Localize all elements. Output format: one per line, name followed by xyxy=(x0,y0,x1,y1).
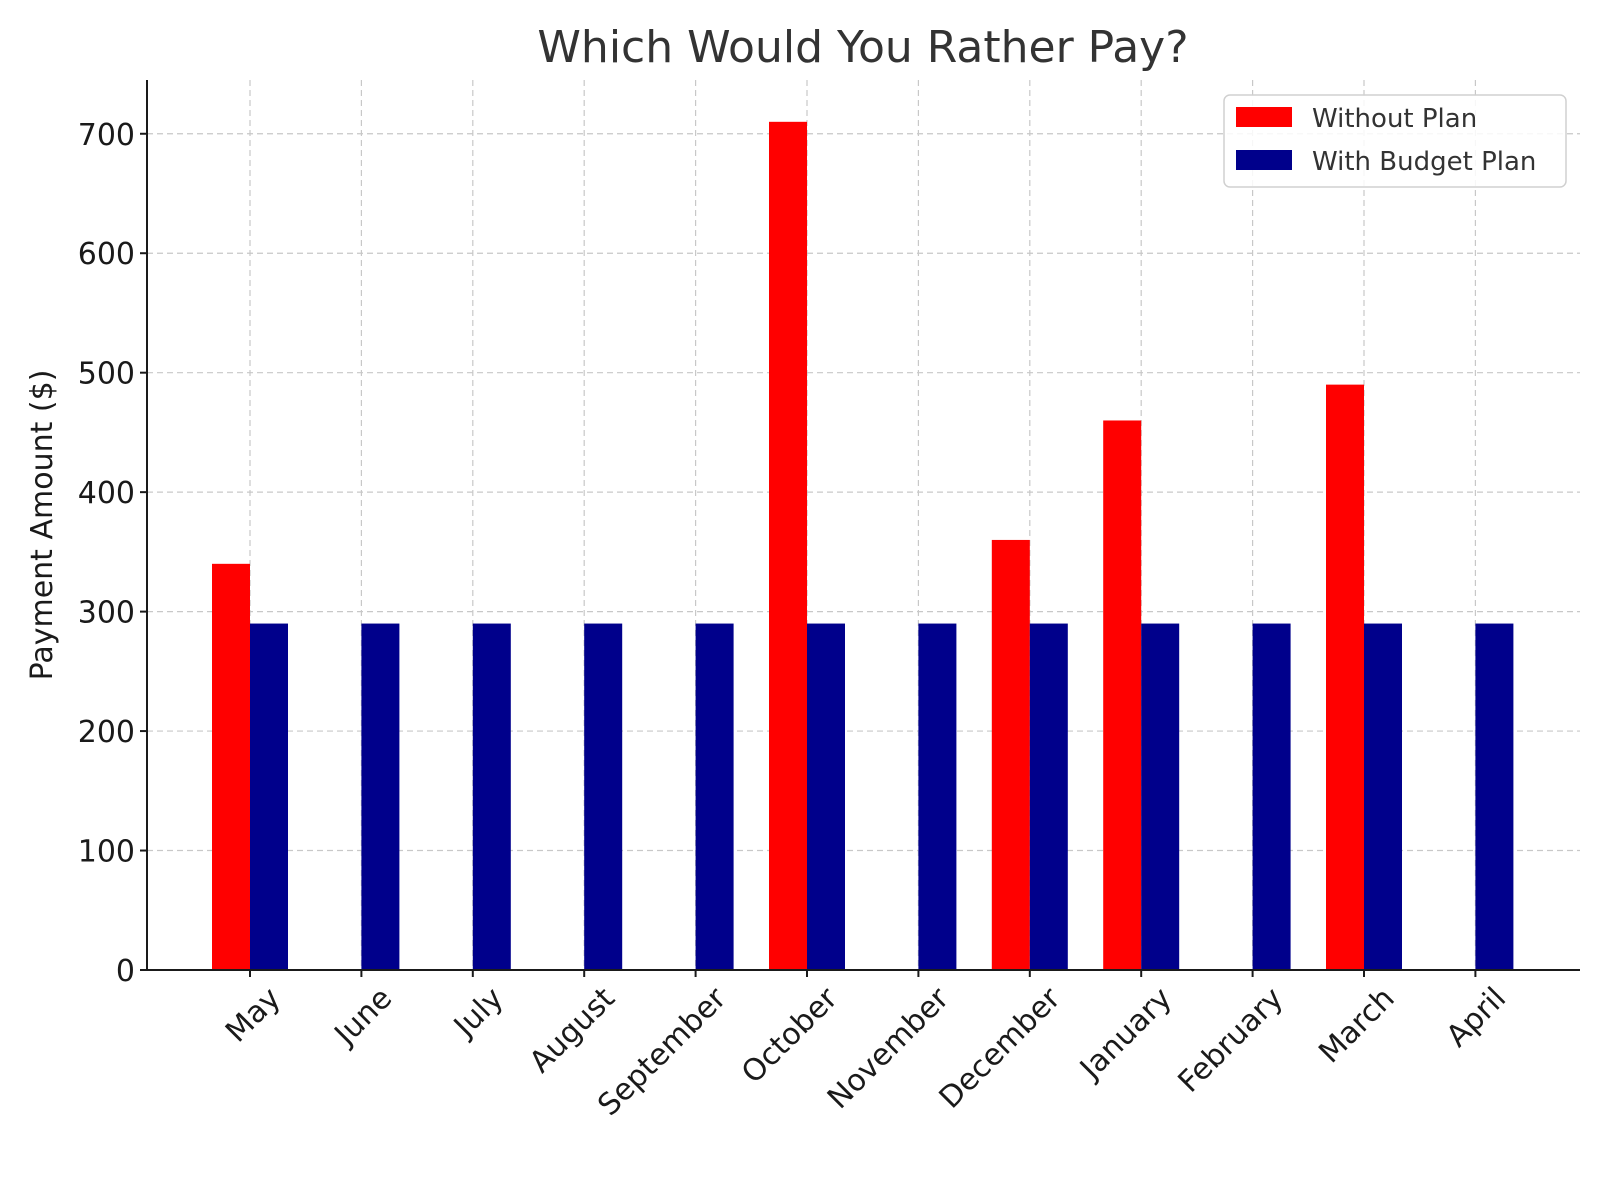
y-tick-label: 500 xyxy=(78,357,135,392)
bar-without-plan-may xyxy=(212,563,250,970)
bar-with-budget-plan-july xyxy=(472,623,511,970)
y-tick-label: 200 xyxy=(78,715,135,750)
bars xyxy=(212,121,1514,971)
x-tick-label-july: July xyxy=(446,981,510,1045)
legend-frame xyxy=(1223,94,1567,188)
x-tick-label-january: January xyxy=(1072,981,1179,1088)
bar-with-budget-plan-december xyxy=(1029,623,1068,970)
x-tick-label-august: August xyxy=(523,981,622,1080)
bar-without-plan-december xyxy=(991,539,1030,970)
y-axis-label: Payment Amount ($) xyxy=(25,370,60,681)
y-tick-label: 400 xyxy=(78,476,135,511)
y-tick-label: 700 xyxy=(78,118,135,153)
bar-without-plan-january xyxy=(1103,420,1142,970)
y-tick-label: 300 xyxy=(78,596,135,631)
legend-swatch-without-plan xyxy=(1236,107,1292,127)
legend-label-without-plan: Without Plan xyxy=(1312,104,1477,134)
bar-without-plan-october xyxy=(769,121,807,971)
chart-title: Which Would You Rather Pay? xyxy=(537,22,1188,73)
legend: Without Plan With Budget Plan xyxy=(1223,94,1567,188)
bar-with-budget-plan-november xyxy=(918,623,957,970)
x-tick-label-april: April xyxy=(1440,981,1513,1054)
bar-with-budget-plan-june xyxy=(361,623,400,970)
bar-with-budget-plan-september xyxy=(695,623,734,970)
y-tick-labels: 0 100 200 300 400 500 600 700 xyxy=(78,118,147,989)
bar-with-budget-plan-october xyxy=(807,623,845,970)
y-tick-label: 0 xyxy=(116,954,135,989)
x-tick-label-june: June xyxy=(327,981,399,1053)
legend-label-with-budget-plan: With Budget Plan xyxy=(1312,147,1536,177)
y-tick-label: 600 xyxy=(78,237,135,272)
x-tick-label-february: February xyxy=(1172,981,1291,1100)
x-tick-label-march: March xyxy=(1312,981,1401,1070)
bar-with-budget-plan-april xyxy=(1475,623,1514,970)
axes xyxy=(146,80,1580,971)
x-tick-label-may: May xyxy=(219,981,288,1050)
legend-swatch-with-budget-plan xyxy=(1236,150,1292,170)
y-tick-label: 100 xyxy=(78,835,135,870)
bar-without-plan-march xyxy=(1326,384,1364,970)
bar-with-budget-plan-august xyxy=(584,623,623,970)
bar-with-budget-plan-may xyxy=(250,623,288,970)
bar-with-budget-plan-march xyxy=(1364,623,1402,970)
x-tick-label-december: December xyxy=(933,980,1068,1115)
x-tick-label-october: October xyxy=(735,980,845,1090)
bar-with-budget-plan-january xyxy=(1141,623,1180,970)
bar-with-budget-plan-february xyxy=(1252,623,1291,970)
